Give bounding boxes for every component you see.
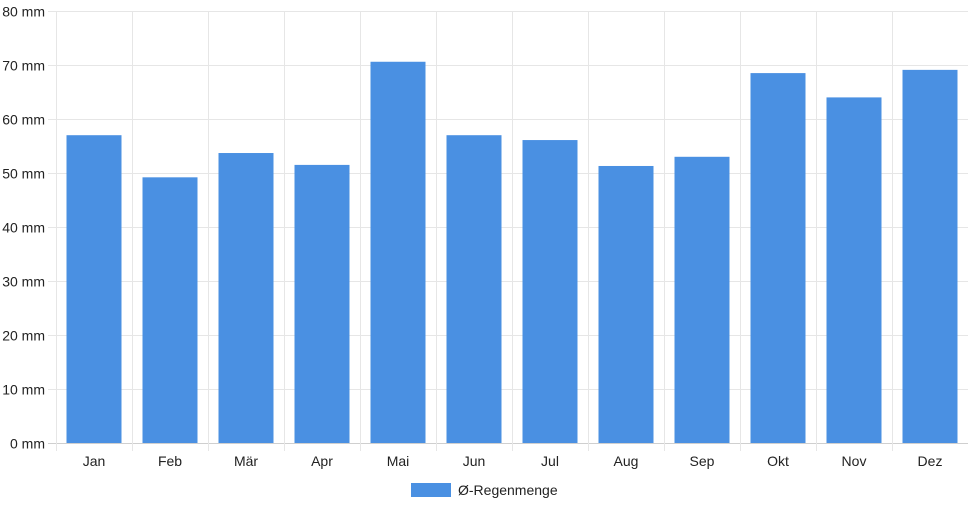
x-tick-label: Aug <box>614 453 639 469</box>
y-tick-label: 0 mm <box>10 436 45 452</box>
bar-apr[interactable] <box>294 164 350 443</box>
grid-lines <box>48 11 968 451</box>
y-tick-label: 10 mm <box>2 382 45 398</box>
legend-label[interactable]: Ø-Regenmenge <box>458 482 558 498</box>
y-tick-label: 70 mm <box>2 58 45 74</box>
x-tick-label: Jan <box>83 453 106 469</box>
y-tick-label: 80 mm <box>2 4 45 20</box>
bar-jan[interactable] <box>66 135 122 443</box>
y-tick-label: 20 mm <box>2 328 45 344</box>
y-tick-label: 40 mm <box>2 220 45 236</box>
bar-mär[interactable] <box>218 153 274 443</box>
legend-swatch[interactable] <box>411 483 451 497</box>
x-tick-label: Jun <box>463 453 486 469</box>
x-tick-label: Nov <box>842 453 867 469</box>
x-tick-label: Jul <box>541 453 559 469</box>
bar-sep[interactable] <box>674 156 730 444</box>
bar-jun[interactable] <box>446 135 502 443</box>
axes: 0 mm 10 mm 20 mm 30 mm 40 mm 50 mm 60 mm 70 mm 8… <box>2 4 942 470</box>
bar-dez[interactable] <box>902 69 958 444</box>
x-tick-label: Mai <box>387 453 410 469</box>
y-tick-label: 50 mm <box>2 166 45 182</box>
bar-jul[interactable] <box>522 140 578 443</box>
y-tick-label: 60 mm <box>2 112 45 128</box>
x-tick-label: Okt <box>767 453 789 469</box>
bar-okt[interactable] <box>750 73 806 443</box>
x-tick-label: Apr <box>311 453 333 469</box>
bar-aug[interactable] <box>598 165 654 444</box>
x-tick-label: Mär <box>234 453 258 469</box>
bar-mai[interactable] <box>370 61 426 443</box>
bars <box>66 61 958 444</box>
x-tick-label: Dez <box>918 453 943 469</box>
bar-feb[interactable] <box>142 177 198 443</box>
x-tick-label: Feb <box>158 453 182 469</box>
y-tick-label: 30 mm <box>2 274 45 290</box>
bar-nov[interactable] <box>826 97 882 444</box>
x-tick-label: Sep <box>690 453 715 469</box>
legend[interactable]: Ø-Regenmenge <box>411 482 558 498</box>
